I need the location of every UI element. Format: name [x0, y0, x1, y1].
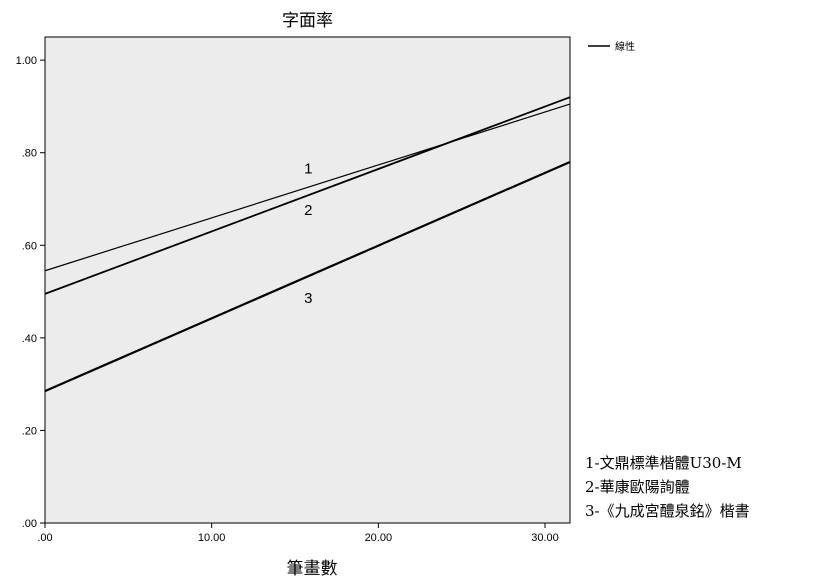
- x-tick-label: 10.00: [198, 532, 226, 544]
- chart-title: 字面率: [282, 11, 333, 31]
- legend: 線性: [588, 40, 635, 53]
- series-group: 1 2 3: [44, 96, 571, 393]
- note-item-2: 2-華康歐陽詢體: [585, 478, 690, 496]
- y-tick-label: 1.00: [16, 55, 37, 67]
- x-axis-label: 筆畫數: [287, 559, 338, 579]
- x-axis: .00 10.00 20.00 30.00: [37, 523, 559, 544]
- plot-area: [44, 36, 571, 524]
- series-line-1: [44, 103, 571, 272]
- y-axis: .00 .20 .40 .60 .80 1.00: [16, 55, 45, 530]
- note-item-1: 1-文鼎標準楷體U30-M: [585, 454, 742, 472]
- series-label-1: 1: [304, 161, 312, 178]
- x-tick-label: .00: [37, 532, 52, 544]
- series-label-3: 3: [304, 290, 312, 307]
- y-tick-label: .40: [22, 333, 37, 345]
- y-tick-label: .00: [22, 518, 37, 530]
- note-item-3: 3-《九成宮醴泉銘》楷書: [585, 502, 750, 520]
- notes-block: 1-文鼎標準楷體U30-M 2-華康歐陽詢體 3-《九成宮醴泉銘》楷書: [585, 454, 750, 520]
- legend-label: 線性: [615, 40, 635, 53]
- x-tick-label: 20.00: [365, 532, 393, 544]
- series-line-2: [44, 96, 571, 295]
- y-tick-label: .80: [22, 148, 37, 160]
- series-line-3: [44, 160, 571, 393]
- x-tick-label: 30.00: [531, 532, 559, 544]
- series-label-2: 2: [304, 202, 312, 219]
- y-tick-label: .20: [22, 425, 37, 437]
- y-tick-label: .60: [22, 240, 37, 252]
